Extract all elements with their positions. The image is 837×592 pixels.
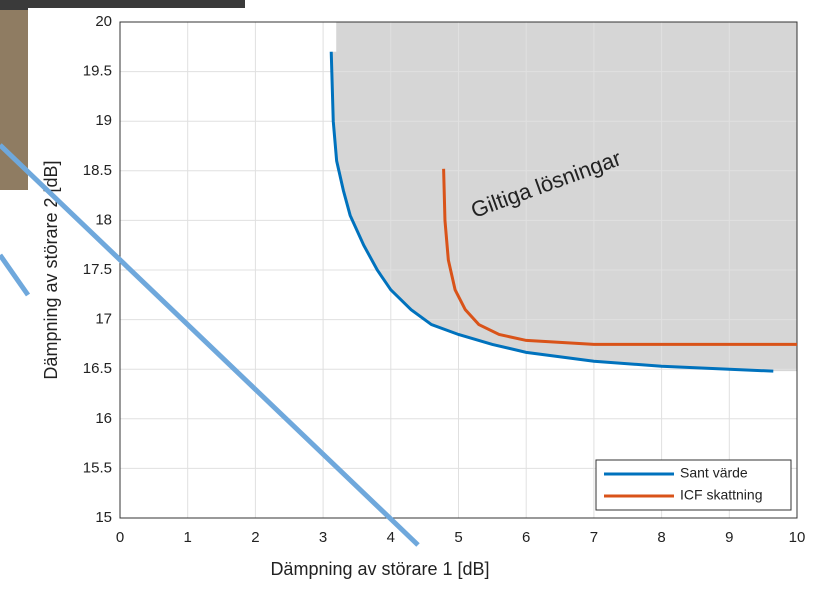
y-tick-label: 15 [95, 509, 112, 526]
y-tick-label: 18 [95, 211, 112, 228]
legend-label: ICF skattning [680, 487, 762, 503]
y-tick-label: 19.5 [83, 63, 112, 80]
chart: 0 1 2 3 4 5 6 7 8 9 10 15 15.5 16 16.5 17 17.5 18 18.5 19 19… [0, 0, 837, 587]
x-tick-label: 7 [590, 529, 598, 546]
y-tick-label: 17.5 [83, 261, 112, 278]
x-tick-label: 6 [522, 529, 530, 546]
y-tick-label: 16 [95, 410, 112, 427]
y-tick-label: 18.5 [83, 162, 112, 179]
x-tick-label: 1 [184, 529, 192, 546]
x-tick-label: 10 [789, 529, 806, 546]
panel-left [0, 190, 28, 587]
x-tick-label: 2 [251, 529, 259, 546]
y-tick-label: 20 [95, 13, 112, 30]
y-tick-label: 19 [95, 112, 112, 129]
y-tick-label: 16.5 [83, 360, 112, 377]
x-tick-label: 3 [319, 529, 327, 546]
x-tick-label: 8 [657, 529, 665, 546]
page: {"chart_data": {"type": "line", "xlabel"… [0, 0, 837, 587]
y-tick-label: 17 [95, 311, 112, 328]
x-axis-label: Dämpning av störare 1 [dB] [270, 559, 489, 579]
y-tick-label: 15.5 [83, 459, 112, 476]
x-tick-label: 5 [454, 529, 462, 546]
legend-label: Sant värde [680, 465, 748, 481]
x-tick-label: 4 [387, 529, 395, 546]
x-tick-label: 0 [116, 529, 124, 546]
x-tick-label: 9 [725, 529, 733, 546]
